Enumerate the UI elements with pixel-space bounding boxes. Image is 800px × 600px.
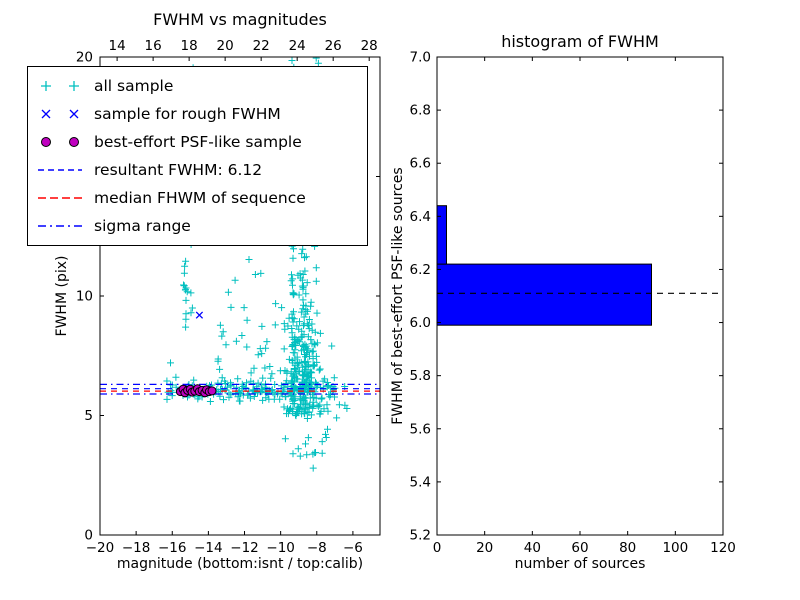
svg-text:5: 5 — [84, 408, 93, 424]
svg-text:−20: −20 — [86, 540, 115, 556]
svg-text:5.6: 5.6 — [410, 421, 431, 437]
circle-marker-icon — [36, 134, 84, 150]
svg-text:10: 10 — [76, 289, 93, 305]
svg-text:5.8: 5.8 — [410, 368, 431, 384]
scatter-ylabel: FWHM (pix) — [54, 255, 70, 337]
svg-text:0: 0 — [433, 540, 442, 556]
legend-item-resultant-fwhm: resultant FWHM: 6.12 — [36, 156, 359, 184]
legend: all sample sample for rough FWHM best-ef… — [27, 66, 368, 246]
svg-text:5.2: 5.2 — [410, 528, 431, 544]
legend-item-psf-like: best-effort PSF-like sample — [36, 128, 359, 156]
legend-label-sigma-range: sigma range — [94, 217, 191, 235]
svg-text:0: 0 — [84, 528, 93, 544]
svg-text:28: 28 — [361, 38, 378, 54]
legend-label-rough-fwhm: sample for rough FWHM — [94, 105, 281, 123]
svg-text:120: 120 — [710, 540, 736, 556]
svg-text:100: 100 — [662, 540, 688, 556]
histogram-bar — [436, 205, 447, 265]
svg-text:7.0: 7.0 — [410, 50, 431, 66]
svg-text:22: 22 — [253, 38, 270, 54]
svg-text:20: 20 — [76, 50, 93, 66]
histogram-ylabel: FWHM of best-effort PSF-like sources — [390, 167, 406, 425]
histogram-bar — [436, 263, 652, 326]
svg-text:20: 20 — [217, 38, 234, 54]
svg-text:5.4: 5.4 — [410, 474, 431, 490]
svg-text:20: 20 — [476, 540, 493, 556]
svg-text:6.8: 6.8 — [410, 103, 431, 119]
svg-text:18: 18 — [181, 38, 198, 54]
svg-text:16: 16 — [145, 38, 162, 54]
svg-text:40: 40 — [524, 540, 541, 556]
blue-dashed-line-icon — [36, 162, 84, 178]
legend-label-resultant-fwhm: resultant FWHM: 6.12 — [94, 161, 263, 179]
svg-text:6.4: 6.4 — [410, 209, 431, 225]
histogram-xlabel: number of sources — [514, 556, 646, 572]
svg-text:6.2: 6.2 — [410, 262, 431, 278]
legend-label-all-sample: all sample — [94, 77, 174, 95]
svg-text:−8: −8 — [307, 540, 327, 556]
legend-item-rough-fwhm: sample for rough FWHM — [36, 100, 359, 128]
svg-text:−18: −18 — [122, 540, 151, 556]
svg-text:−12: −12 — [230, 540, 259, 556]
rough-fwhm-scatter — [184, 311, 212, 393]
dashdot-line-icon — [36, 218, 84, 234]
svg-text:24: 24 — [289, 38, 306, 54]
scatter-xlabel: magnitude (bottom:isnt / top:calib) — [116, 556, 364, 572]
svg-text:−6: −6 — [343, 540, 363, 556]
svg-text:6.0: 6.0 — [410, 315, 431, 331]
legend-item-all-sample: all sample — [36, 72, 359, 100]
plus-marker-icon — [36, 78, 84, 94]
svg-text:6.6: 6.6 — [410, 156, 431, 172]
x-marker-icon — [36, 106, 84, 122]
legend-label-median-fwhm: median FHWM of sequence — [94, 189, 306, 207]
red-dashed-line-icon — [36, 190, 84, 206]
histogram-title: histogram of FWHM — [501, 32, 659, 51]
svg-text:14: 14 — [109, 38, 126, 54]
svg-text:−14: −14 — [194, 540, 223, 556]
legend-label-psf-like: best-effort PSF-like sample — [94, 133, 302, 151]
svg-text:80: 80 — [619, 540, 636, 556]
svg-text:26: 26 — [325, 38, 342, 54]
svg-text:−16: −16 — [158, 540, 187, 556]
svg-text:−10: −10 — [266, 540, 295, 556]
svg-text:60: 60 — [571, 540, 588, 556]
histogram-plot-area — [436, 205, 723, 326]
scatter-title: FWHM vs magnitudes — [153, 10, 327, 29]
scatter-plot-area — [100, 57, 380, 472]
psf-like-point — [207, 386, 217, 396]
legend-item-sigma-range: sigma range — [36, 212, 359, 240]
legend-item-median-fwhm: median FHWM of sequence — [36, 184, 359, 212]
